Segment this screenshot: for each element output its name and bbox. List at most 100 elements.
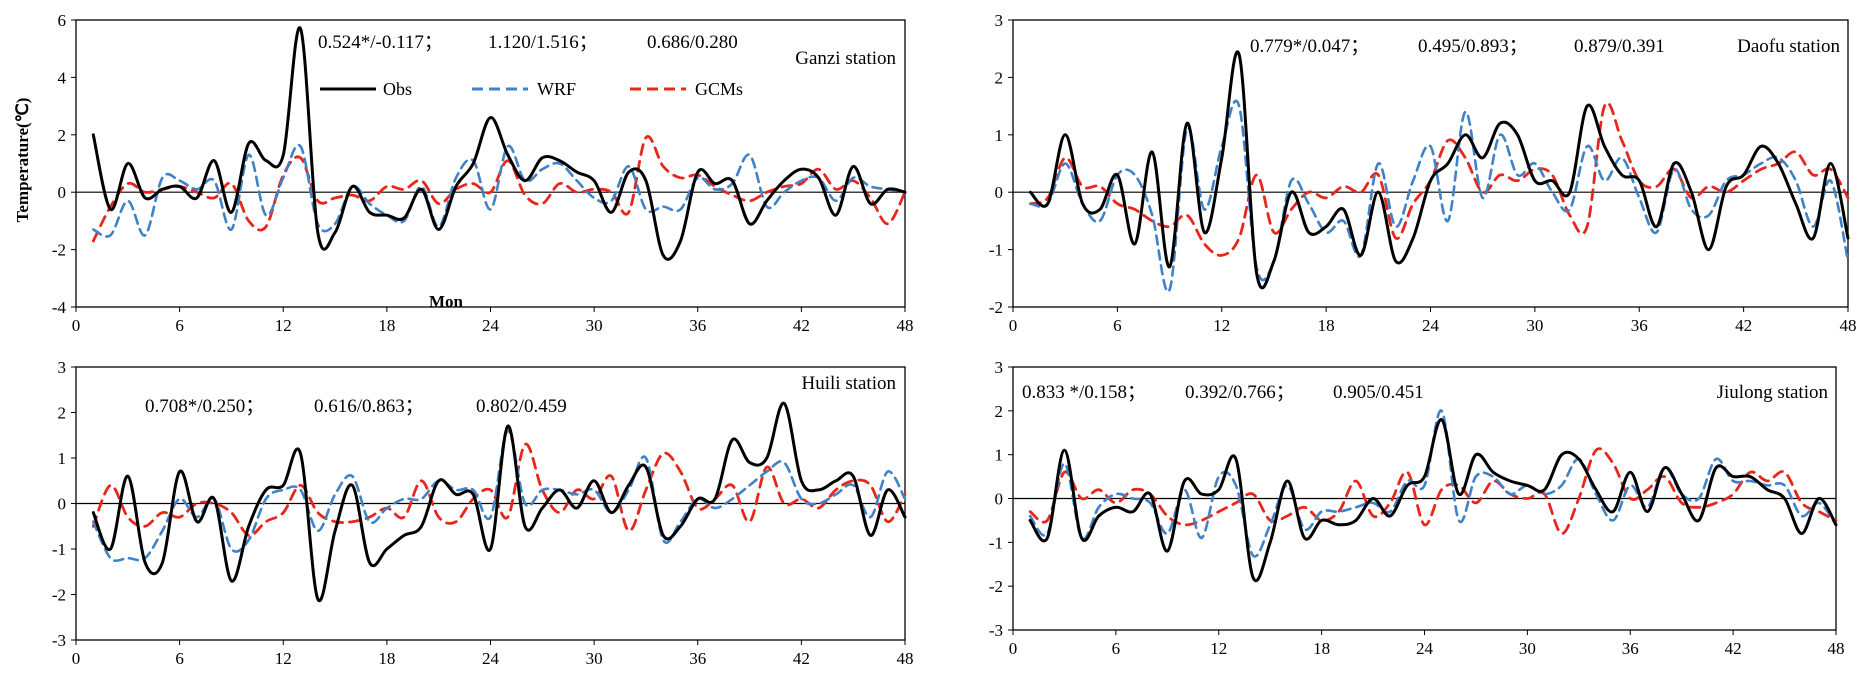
y-tick-label: 1 xyxy=(995,126,1004,145)
x-tick-label: 24 xyxy=(1416,639,1434,658)
y-tick-label: 0 xyxy=(995,490,1004,509)
y-tick-label: -2 xyxy=(989,298,1003,317)
y-tick-label: 1 xyxy=(58,449,67,468)
x-tick-label: 12 xyxy=(1210,639,1227,658)
x-tick-label: 36 xyxy=(1631,316,1648,335)
y-tick-label: -4 xyxy=(52,298,67,317)
x-tick-label: 42 xyxy=(793,649,810,668)
legend: Obs WRF GCMs xyxy=(320,79,743,99)
y-tick-label: 2 xyxy=(58,404,67,423)
stats-annotation: 0.833 */0.158； xyxy=(1022,382,1146,403)
stats-annotation: 0.905/0.451 xyxy=(1333,382,1424,403)
x-axis-title: Mon xyxy=(429,292,464,311)
y-tick-label: 0 xyxy=(58,495,67,514)
station-label: Jiulong station xyxy=(1717,382,1829,403)
plot-frame xyxy=(75,19,906,308)
y-tick-label: 0 xyxy=(58,183,67,202)
series-line-obs xyxy=(91,401,907,603)
y-axis-title: Temperature(℃) xyxy=(13,98,32,223)
x-tick-label: 18 xyxy=(378,316,395,335)
x-tick-label: 24 xyxy=(482,649,500,668)
x-tick-label: 36 xyxy=(689,316,706,335)
x-tick-label: 48 xyxy=(1840,316,1857,335)
x-tick-label: 48 xyxy=(897,649,914,668)
y-tick-label: -1 xyxy=(989,533,1003,552)
stats-annotation: 1.120/1.516； xyxy=(488,32,598,53)
legend-label-obs: Obs xyxy=(383,79,412,99)
series-line-obs xyxy=(91,26,907,261)
stats-annotation: 0.802/0.459 xyxy=(476,396,567,417)
x-tick-label: 24 xyxy=(1422,316,1440,335)
y-tick-label: 3 xyxy=(995,11,1004,30)
plot-frame xyxy=(1012,19,1849,308)
stats-annotation: 0.616/0.863； xyxy=(314,396,424,417)
x-tick-label: 48 xyxy=(1828,639,1845,658)
series-line-gcms xyxy=(91,442,907,537)
y-tick-label: -1 xyxy=(989,241,1003,260)
y-tick-label: -3 xyxy=(989,621,1003,640)
series-line-gcms xyxy=(91,135,907,243)
y-tick-label: 6 xyxy=(58,11,67,30)
series-line-gcms xyxy=(1028,447,1838,535)
stats-annotation: 0.686/0.280 xyxy=(647,32,738,53)
legend-label-wrf: WRF xyxy=(537,79,576,99)
series-line-wrf xyxy=(1028,409,1838,558)
y-tick-label: 2 xyxy=(995,402,1004,421)
x-tick-label: 30 xyxy=(1526,316,1543,335)
station-label: Ganzi station xyxy=(795,48,896,69)
x-tick-label: 0 xyxy=(72,316,81,335)
legend-label-gcms: GCMs xyxy=(695,79,743,99)
y-tick-label: 4 xyxy=(58,68,67,87)
series-line-gcms xyxy=(1029,101,1850,257)
y-tick-label: 2 xyxy=(58,126,67,145)
y-tick-label: 3 xyxy=(995,358,1004,377)
x-tick-label: 12 xyxy=(275,316,292,335)
stats-annotation: 0.495/0.893； xyxy=(1418,36,1528,57)
x-tick-label: 36 xyxy=(689,649,706,668)
y-tick-label: -2 xyxy=(989,577,1003,596)
x-tick-label: 24 xyxy=(482,316,500,335)
x-tick-label: 30 xyxy=(586,649,603,668)
x-tick-label: 42 xyxy=(793,316,810,335)
series-line-obs xyxy=(1028,50,1850,290)
series-line-obs xyxy=(1028,418,1838,582)
stats-annotation: 0.879/0.391 xyxy=(1574,36,1665,57)
series-line-wrf xyxy=(1029,99,1850,294)
stats-annotation: 0.779*/0.047； xyxy=(1250,36,1369,57)
x-tick-label: 18 xyxy=(1313,639,1330,658)
x-tick-label: 0 xyxy=(1009,316,1018,335)
x-tick-label: 0 xyxy=(72,649,81,668)
x-tick-label: 48 xyxy=(897,316,914,335)
x-tick-label: 6 xyxy=(175,649,184,668)
y-tick-label: 1 xyxy=(995,446,1004,465)
y-tick-label: 2 xyxy=(995,68,1004,87)
x-tick-label: 18 xyxy=(1318,316,1335,335)
x-tick-label: 30 xyxy=(586,316,603,335)
x-tick-label: 0 xyxy=(1009,639,1018,658)
x-tick-label: 42 xyxy=(1725,639,1742,658)
x-tick-label: 36 xyxy=(1622,639,1639,658)
y-tick-label: -3 xyxy=(52,631,66,650)
x-tick-label: 30 xyxy=(1519,639,1536,658)
stats-annotation: 0.392/0.766； xyxy=(1185,382,1295,403)
y-tick-label: 0 xyxy=(995,183,1004,202)
x-tick-label: 6 xyxy=(175,316,184,335)
x-tick-label: 6 xyxy=(1112,639,1121,658)
x-tick-label: 6 xyxy=(1113,316,1122,335)
series-line-wrf xyxy=(92,143,907,238)
station-label: Daofu station xyxy=(1737,36,1840,57)
x-tick-label: 18 xyxy=(378,649,395,668)
x-tick-label: 12 xyxy=(1213,316,1230,335)
stats-annotation: 0.708*/0.250； xyxy=(145,396,264,417)
station-label: Huili station xyxy=(802,373,897,394)
x-tick-label: 42 xyxy=(1735,316,1752,335)
y-tick-label: -1 xyxy=(52,540,66,559)
x-tick-label: 12 xyxy=(275,649,292,668)
y-tick-label: 3 xyxy=(58,358,67,377)
